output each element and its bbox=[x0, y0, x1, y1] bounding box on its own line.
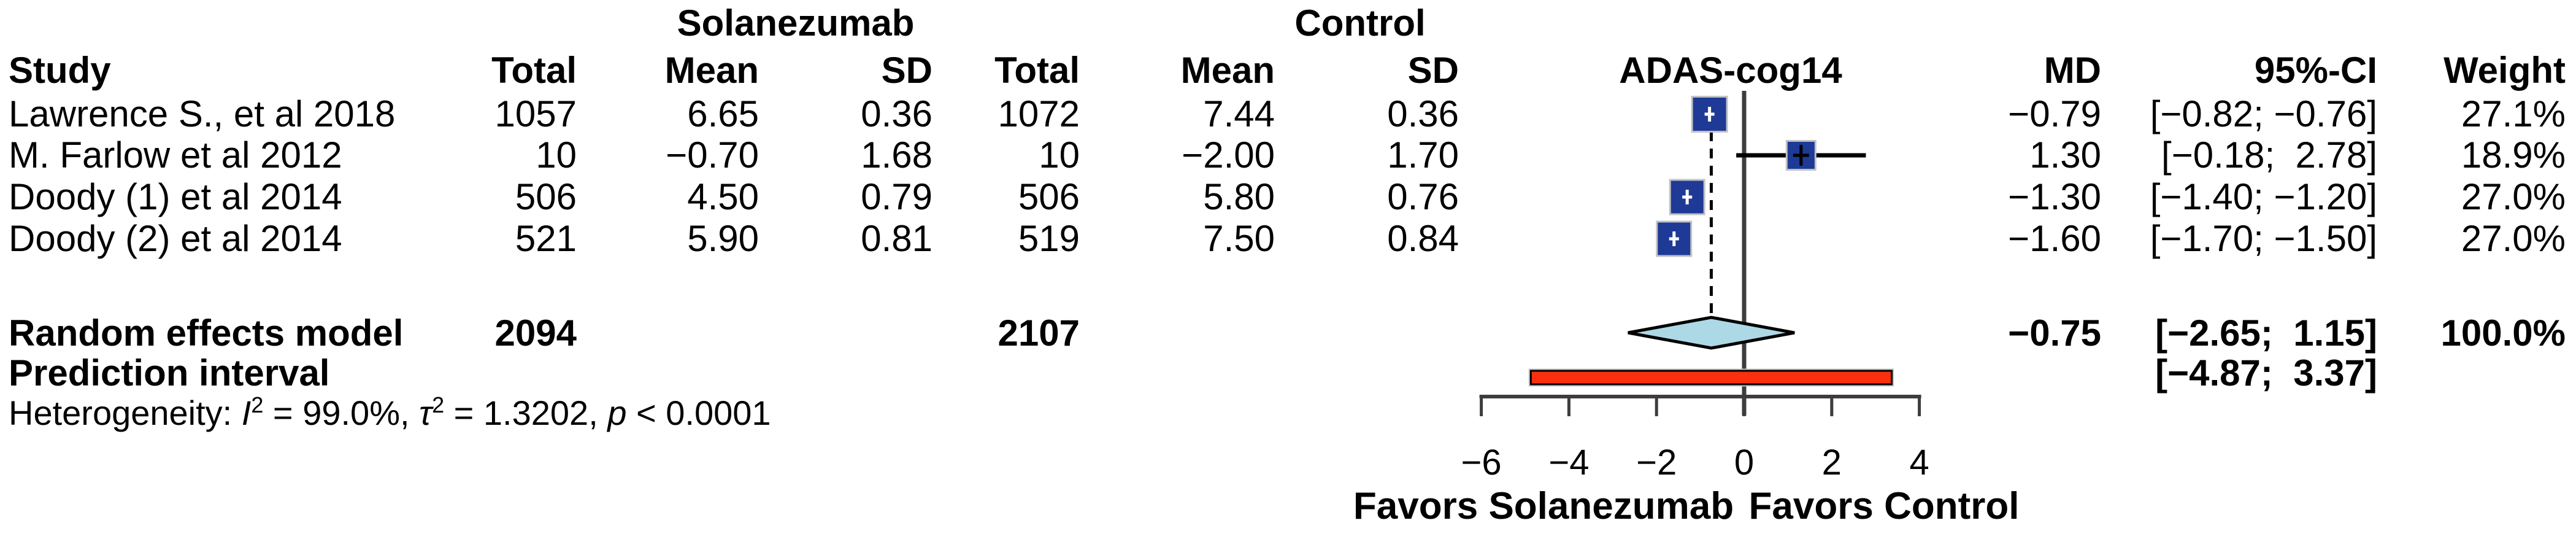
ctrl-mean: 7.44 bbox=[1203, 93, 1275, 134]
x-axis-tick-label: 2 bbox=[1822, 443, 1842, 483]
treat-total: 506 bbox=[515, 176, 577, 217]
x-axis-tick-label: 0 bbox=[1734, 443, 1754, 483]
prediction-interval-bar bbox=[1529, 370, 1893, 386]
random-effects-label: Random effects model bbox=[9, 312, 404, 354]
ctrl-mean: −2.00 bbox=[1182, 134, 1275, 176]
group-header-control: Control bbox=[1294, 2, 1426, 44]
weight-value: 27.0% bbox=[2461, 176, 2566, 217]
treat-sd: 1.68 bbox=[861, 134, 932, 176]
ci-value: [−1.40; −1.20] bbox=[2150, 176, 2377, 217]
ctrl-sd: 0.76 bbox=[1387, 176, 1459, 217]
study-name: Doody (2) et al 2014 bbox=[9, 218, 342, 259]
col-header-treat-sd: SD bbox=[881, 50, 932, 91]
col-header-treat-mean: Mean bbox=[664, 50, 759, 91]
random-effects-md: −0.75 bbox=[2008, 312, 2101, 354]
group-header-treatment: Solanezumab bbox=[677, 2, 915, 44]
col-header-outcome: ADAS-cog14 bbox=[1619, 50, 1842, 91]
md-value: −0.79 bbox=[2008, 93, 2101, 134]
ci-value: [−1.70; −1.50] bbox=[2150, 218, 2377, 259]
prediction-bar-rim bbox=[1528, 368, 1894, 387]
prediction-interval-ci: [−4.87; 3.37] bbox=[2155, 352, 2377, 394]
col-header-ctrl-mean: Mean bbox=[1180, 50, 1275, 91]
col-header-study: Study bbox=[9, 50, 111, 91]
random-effects-ctrl-total: 2107 bbox=[998, 312, 1080, 354]
col-header-weight: Weight bbox=[2443, 50, 2566, 91]
x-axis-tick-label: −4 bbox=[1548, 443, 1589, 483]
treat-mean: 4.50 bbox=[687, 176, 759, 217]
ctrl-mean: 5.80 bbox=[1203, 176, 1275, 217]
col-header-ci: 95%-CI bbox=[2254, 50, 2377, 91]
x-axis-tick-label: 4 bbox=[1909, 443, 1929, 483]
x-axis-tick-label: −2 bbox=[1636, 443, 1677, 483]
study-name: Doody (1) et al 2014 bbox=[9, 176, 342, 217]
weight-value: 27.1% bbox=[2461, 93, 2566, 134]
col-header-treat-total: Total bbox=[491, 50, 577, 91]
heterogeneity-line: Heterogeneity: I2 = 99.0%, τ2 = 1.3202, … bbox=[9, 392, 771, 432]
treat-total: 10 bbox=[536, 134, 577, 176]
md-value: −1.60 bbox=[2008, 218, 2101, 259]
treat-sd: 0.81 bbox=[861, 218, 932, 259]
prediction-interval-label: Prediction interval bbox=[9, 352, 330, 394]
treat-mean: 6.65 bbox=[687, 93, 759, 134]
ctrl-total: 519 bbox=[1018, 218, 1080, 259]
ctrl-total: 506 bbox=[1018, 176, 1080, 217]
md-value: −1.30 bbox=[2008, 176, 2101, 217]
treat-mean: 5.90 bbox=[687, 218, 759, 259]
pooled-effect-diamond bbox=[1628, 316, 1795, 350]
treat-sd: 0.79 bbox=[861, 176, 932, 217]
ctrl-mean: 7.50 bbox=[1203, 218, 1275, 259]
weight-value: 27.0% bbox=[2461, 218, 2566, 259]
treat-total: 521 bbox=[515, 218, 577, 259]
treat-total: 1057 bbox=[494, 93, 577, 134]
random-effects-weight: 100.0% bbox=[2440, 312, 2566, 354]
ci-value: [−0.82; −0.76] bbox=[2150, 93, 2377, 134]
study-name: Lawrence S., et al 2018 bbox=[9, 93, 396, 134]
col-header-ctrl-total: Total bbox=[994, 50, 1080, 91]
ctrl-sd: 0.36 bbox=[1387, 93, 1459, 134]
x-axis-tick-label: −6 bbox=[1461, 443, 1502, 483]
ctrl-sd: 0.84 bbox=[1387, 218, 1459, 259]
ci-value: [−0.18; 2.78] bbox=[2161, 134, 2377, 176]
study-name: M. Farlow et al 2012 bbox=[9, 134, 342, 176]
treat-sd: 0.36 bbox=[861, 93, 932, 134]
ctrl-sd: 1.70 bbox=[1387, 134, 1459, 176]
random-effects-treat-total: 2094 bbox=[494, 312, 577, 354]
ctrl-total: 1072 bbox=[998, 93, 1080, 134]
ctrl-total: 10 bbox=[1039, 134, 1080, 176]
favors-left-label: Favors Solanezumab bbox=[1353, 485, 1734, 527]
treat-mean: −0.70 bbox=[666, 134, 759, 176]
col-header-md: MD bbox=[2043, 50, 2101, 91]
md-value: 1.30 bbox=[2029, 134, 2101, 176]
weight-value: 18.9% bbox=[2461, 134, 2566, 176]
col-header-ctrl-sd: SD bbox=[1407, 50, 1459, 91]
random-effects-ci: [−2.65; 1.15] bbox=[2155, 312, 2377, 354]
favors-right-label: Favors Control bbox=[1748, 485, 2020, 527]
